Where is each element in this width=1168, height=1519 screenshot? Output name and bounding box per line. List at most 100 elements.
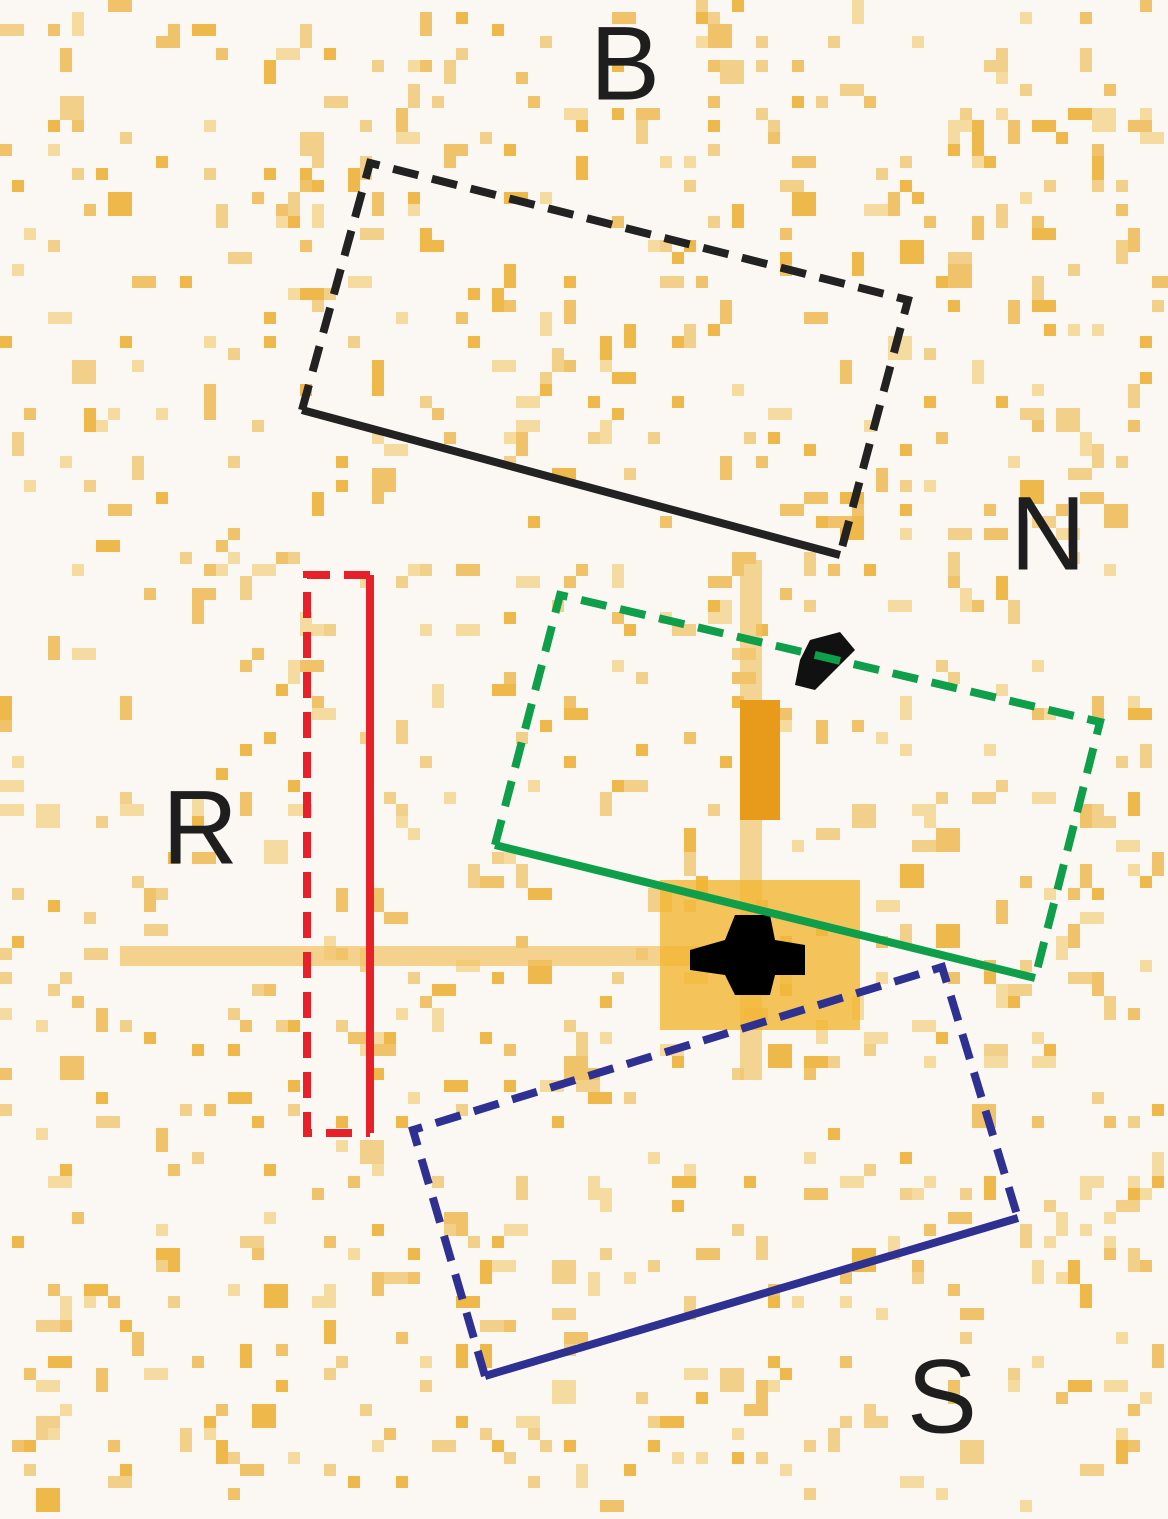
noise-pixel xyxy=(372,1224,384,1236)
noise-pixel xyxy=(168,1296,180,1308)
noise-pixel xyxy=(1032,276,1044,300)
noise-pixel xyxy=(576,1464,588,1476)
noise-pixel xyxy=(0,24,24,36)
noise-pixel xyxy=(168,1164,180,1176)
noise-pixel xyxy=(900,156,912,168)
noise-pixel xyxy=(708,144,720,156)
noise-pixel xyxy=(1116,1440,1128,1464)
noise-pixel xyxy=(1092,972,1104,984)
noise-pixel xyxy=(840,1416,852,1428)
noise-pixel xyxy=(840,84,864,96)
noise-pixel xyxy=(996,108,1008,120)
noise-pixel xyxy=(696,12,708,24)
noise-pixel xyxy=(12,1440,24,1452)
noise-pixel xyxy=(852,0,864,24)
noise-pixel xyxy=(324,48,336,60)
noise-pixel xyxy=(432,1008,444,1032)
noise-pixel xyxy=(876,1308,888,1320)
noise-pixel xyxy=(552,1260,576,1284)
noise-pixel xyxy=(12,888,24,900)
noise-pixel xyxy=(1008,300,1020,324)
noise-pixel xyxy=(0,804,24,816)
noise-pixel xyxy=(672,396,684,408)
noise-pixel xyxy=(504,612,516,624)
noise-pixel xyxy=(948,672,960,684)
noise-pixel xyxy=(1128,120,1152,132)
noise-pixel xyxy=(1104,84,1116,96)
noise-pixel xyxy=(432,684,444,708)
noise-pixel xyxy=(396,108,408,132)
noise-pixel xyxy=(696,36,708,48)
noise-pixel xyxy=(324,1236,336,1248)
noise-pixel xyxy=(396,1116,408,1128)
noise-pixel xyxy=(252,420,264,432)
noise-pixel xyxy=(948,528,972,540)
noise-pixel xyxy=(672,1200,684,1212)
noise-pixel xyxy=(1104,1236,1116,1248)
noise-pixel xyxy=(0,144,12,156)
noise-pixel xyxy=(492,684,516,696)
noise-pixel xyxy=(636,120,648,144)
noise-pixel xyxy=(552,348,564,372)
noise-pixel xyxy=(900,528,912,540)
noise-pixel xyxy=(1140,372,1152,384)
noise-pixel xyxy=(516,396,540,408)
noise-pixel xyxy=(324,1368,336,1380)
noise-pixel xyxy=(648,432,660,444)
noise-pixel xyxy=(576,1476,588,1488)
noise-pixel xyxy=(1032,660,1044,672)
noise-pixel xyxy=(300,240,312,252)
noise-pixel xyxy=(972,360,984,384)
noise-pixel xyxy=(948,576,960,588)
noise-pixel xyxy=(1032,120,1056,132)
noise-pixel xyxy=(504,144,516,156)
noise-pixel xyxy=(1044,180,1056,192)
noise-pixel xyxy=(540,384,552,396)
noise-pixel xyxy=(1116,204,1128,216)
noise-pixel xyxy=(420,996,432,1008)
noise-pixel xyxy=(720,300,732,324)
noise-pixel xyxy=(432,984,456,996)
noise-pixel xyxy=(468,624,480,636)
noise-pixel xyxy=(456,312,468,324)
noise-pixel xyxy=(588,432,600,444)
noise-pixel xyxy=(612,216,624,228)
noise-pixel xyxy=(264,984,276,996)
noise-pixel xyxy=(144,588,156,600)
noise-pixel xyxy=(1152,1344,1164,1368)
noise-pixel xyxy=(648,240,660,252)
noise-pixel xyxy=(216,48,228,60)
noise-pixel xyxy=(816,516,828,528)
noise-pixel xyxy=(288,288,300,300)
noise-pixel xyxy=(132,456,144,480)
noise-pixel xyxy=(444,1224,456,1236)
sky-image: B N R S xyxy=(0,0,1168,1519)
noise-pixel xyxy=(96,420,108,432)
noise-pixel xyxy=(804,1056,828,1068)
noise-pixel xyxy=(48,24,60,36)
noise-pixel xyxy=(408,60,420,72)
noise-pixel xyxy=(1056,936,1068,948)
noise-pixel xyxy=(444,1080,468,1092)
noise-pixel xyxy=(912,1020,936,1032)
noise-pixel xyxy=(60,1056,84,1080)
noise-pixel xyxy=(564,708,588,720)
noise-pixel xyxy=(216,540,228,552)
noise-pixel xyxy=(1020,84,1032,96)
noise-pixel xyxy=(0,948,12,960)
noise-pixel xyxy=(624,624,636,636)
noise-pixel xyxy=(696,276,708,288)
noise-pixel xyxy=(264,732,276,744)
noise-pixel xyxy=(36,1320,60,1332)
noise-pixel xyxy=(1020,1224,1032,1248)
noise-pixel xyxy=(768,432,780,444)
noise-pixel xyxy=(120,132,132,144)
noise-pixel xyxy=(252,984,264,996)
noise-pixel xyxy=(72,120,84,132)
noise-pixel xyxy=(348,168,360,192)
noise-pixel xyxy=(528,516,540,528)
noise-pixel xyxy=(1104,1248,1116,1260)
jet xyxy=(740,700,780,820)
noise-pixel xyxy=(600,996,612,1008)
noise-pixel xyxy=(156,1260,168,1272)
